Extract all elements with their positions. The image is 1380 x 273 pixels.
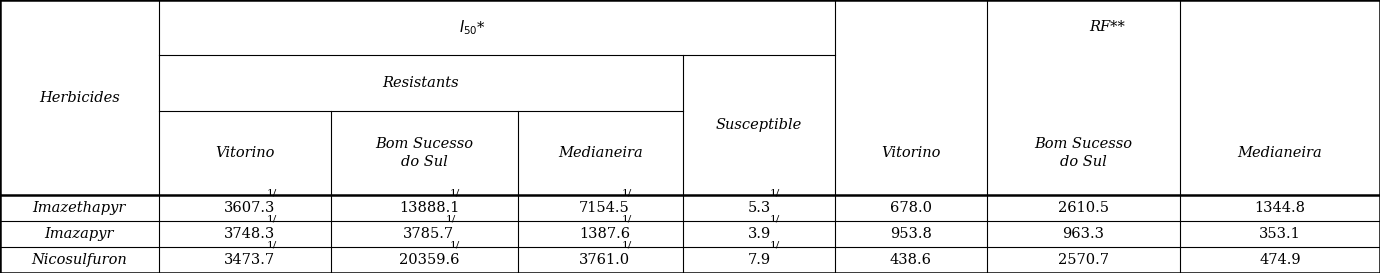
Text: $I_{50}$*: $I_{50}$* <box>458 18 486 37</box>
Text: 20359.6: 20359.6 <box>399 253 460 267</box>
Text: Vitorino: Vitorino <box>215 146 275 160</box>
Text: Medianeira: Medianeira <box>558 146 643 160</box>
Text: 1/: 1/ <box>450 189 460 198</box>
Text: 3.9: 3.9 <box>748 227 771 241</box>
Text: RF**: RF** <box>1090 20 1125 34</box>
Text: 2610.5: 2610.5 <box>1058 201 1108 215</box>
Text: Imazapyr: Imazapyr <box>44 227 115 241</box>
Text: 3607.3: 3607.3 <box>224 201 275 215</box>
Text: Herbicides: Herbicides <box>39 91 120 105</box>
Text: 7.9: 7.9 <box>748 253 771 267</box>
Text: 1/: 1/ <box>266 215 277 224</box>
Text: 1/: 1/ <box>266 189 277 198</box>
Text: 3761.0: 3761.0 <box>578 253 629 267</box>
Text: 953.8: 953.8 <box>890 227 932 241</box>
Text: 1/: 1/ <box>266 241 277 250</box>
Text: 3473.7: 3473.7 <box>224 253 275 267</box>
Text: 353.1: 353.1 <box>1259 227 1301 241</box>
Text: 1/: 1/ <box>622 189 632 198</box>
Text: Bom Sucesso
do Sul: Bom Sucesso do Sul <box>1034 137 1133 168</box>
Text: 1/: 1/ <box>770 189 780 198</box>
Text: 1/: 1/ <box>446 215 457 224</box>
Text: 5.3: 5.3 <box>748 201 771 215</box>
Text: 1344.8: 1344.8 <box>1254 201 1305 215</box>
Text: Imazethapyr: Imazethapyr <box>33 201 126 215</box>
Text: Susceptible: Susceptible <box>716 118 802 132</box>
Text: 678.0: 678.0 <box>890 201 932 215</box>
Text: Medianeira: Medianeira <box>1238 146 1322 160</box>
Text: 1387.6: 1387.6 <box>578 227 629 241</box>
Text: 438.6: 438.6 <box>890 253 932 267</box>
Text: 1/: 1/ <box>450 241 460 250</box>
Text: 963.3: 963.3 <box>1063 227 1104 241</box>
Text: 3785.7: 3785.7 <box>403 227 454 241</box>
Text: 13888.1: 13888.1 <box>399 201 460 215</box>
Text: Nicosulfuron: Nicosulfuron <box>32 253 127 267</box>
Text: 1/: 1/ <box>770 215 780 224</box>
Text: 1/: 1/ <box>622 241 632 250</box>
Text: Vitorino: Vitorino <box>880 146 941 160</box>
Text: Bom Sucesso
do Sul: Bom Sucesso do Sul <box>375 137 473 168</box>
Text: 1/: 1/ <box>622 215 632 224</box>
Text: 2570.7: 2570.7 <box>1058 253 1108 267</box>
Text: 474.9: 474.9 <box>1259 253 1301 267</box>
Text: 3748.3: 3748.3 <box>224 227 275 241</box>
Text: 7154.5: 7154.5 <box>578 201 629 215</box>
Text: Resistants: Resistants <box>382 76 460 90</box>
Text: 1/: 1/ <box>770 241 780 250</box>
